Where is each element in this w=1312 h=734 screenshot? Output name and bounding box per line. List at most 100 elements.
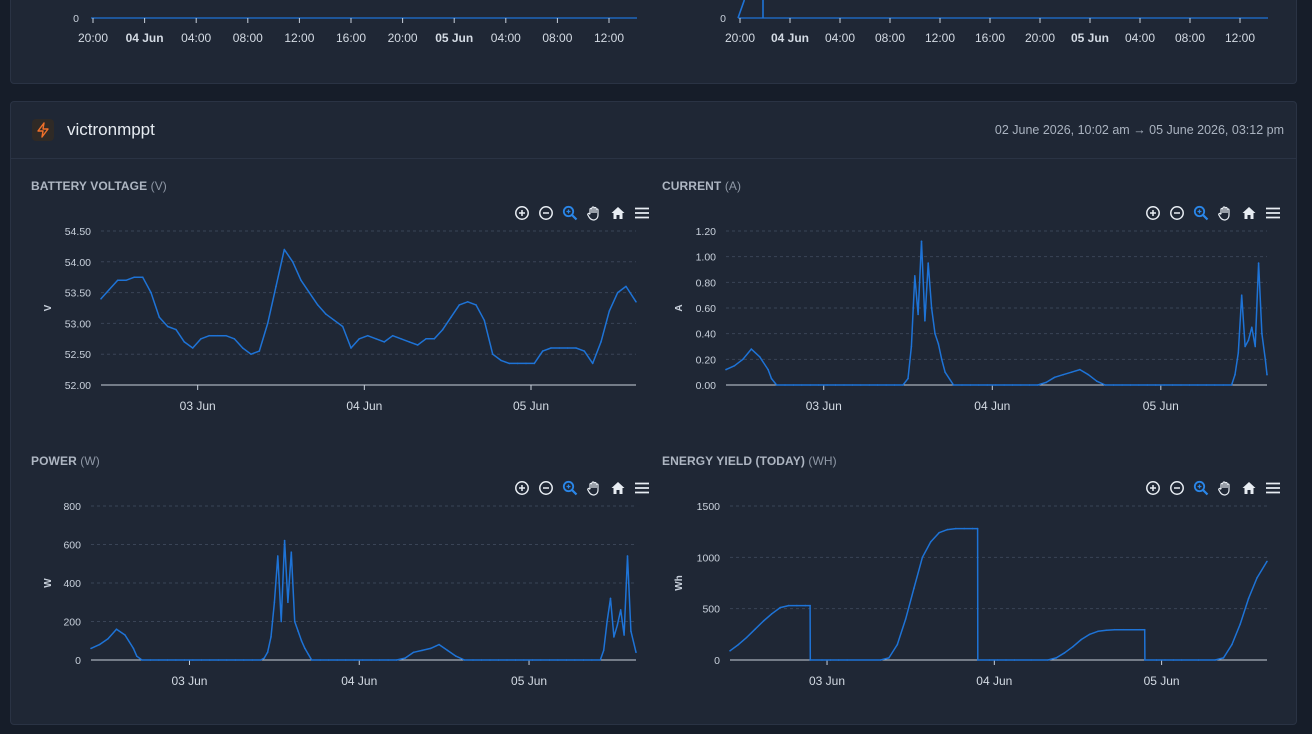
data-point <box>550 347 552 349</box>
zoom-in-icon[interactable] <box>1142 203 1164 223</box>
chart-title: ENERGY YIELD (TODAY) (WH) <box>662 454 837 468</box>
data-point <box>541 350 544 352</box>
y-tick-label: 1.00 <box>696 252 717 264</box>
data-point <box>1139 628 1141 631</box>
zoom-out-icon[interactable] <box>1166 203 1188 223</box>
menu-icon[interactable] <box>631 203 653 223</box>
data-point <box>200 338 202 340</box>
data-point <box>775 384 778 386</box>
data-point <box>441 328 444 331</box>
data-point <box>1088 633 1091 636</box>
data-point <box>940 358 943 361</box>
data-point <box>458 304 461 306</box>
reset-home-icon[interactable] <box>607 203 629 223</box>
data-point <box>1155 384 1157 386</box>
x-tick-label: 05 Jun <box>1143 399 1179 413</box>
data-point <box>124 634 126 636</box>
data-point <box>273 601 276 604</box>
y-axis-title: Wh <box>674 575 685 591</box>
x-tick-label: 05 Jun <box>1071 31 1109 45</box>
data-point <box>344 659 347 661</box>
data-point <box>516 362 519 365</box>
data-point <box>1121 384 1123 386</box>
data-point <box>233 338 236 340</box>
zoom-out-icon[interactable] <box>535 203 557 223</box>
x-tick-label: 04:00 <box>181 31 211 45</box>
data-point <box>609 597 612 600</box>
zoom-in-icon[interactable] <box>1142 478 1164 498</box>
x-tick-label: 12:00 <box>594 31 624 45</box>
x-tick-label: 20:00 <box>725 31 755 45</box>
power-plot[interactable]: 0 200 400 600 800 W 03 Jun 04 Jun 05 Jun <box>31 454 641 694</box>
menu-icon[interactable] <box>631 478 653 498</box>
zoom-in-icon[interactable] <box>511 203 533 223</box>
y-tick-label: 1000 <box>697 552 721 564</box>
data-point <box>400 338 402 340</box>
menu-icon[interactable] <box>1262 203 1284 223</box>
y-axis-title: V <box>43 304 54 311</box>
data-point <box>107 638 109 640</box>
zoom-out-icon[interactable] <box>1166 478 1188 498</box>
data-point <box>1214 659 1216 661</box>
data-point <box>978 384 980 386</box>
data-point <box>531 659 534 661</box>
y-tick-label: 0 <box>75 655 81 667</box>
x-tick-label: 04:00 <box>825 31 855 45</box>
selection-zoom-icon[interactable] <box>559 203 581 223</box>
data-point <box>438 643 440 646</box>
pan-hand-icon[interactable] <box>1214 478 1236 498</box>
data-point <box>600 341 602 343</box>
data-point <box>575 347 577 349</box>
data-point <box>921 556 924 559</box>
data-point <box>307 653 310 655</box>
data-point <box>192 659 194 661</box>
battery-voltage-plot[interactable]: 52.00 52.50 53.00 53.50 54.00 54.50 V 03 Jun 04 … <box>31 179 641 419</box>
selection-zoom-icon[interactable] <box>1190 203 1212 223</box>
data-point <box>100 298 102 300</box>
zoom-out-icon[interactable] <box>535 478 557 498</box>
data-point <box>986 384 988 386</box>
data-point <box>1214 384 1216 386</box>
data-point <box>251 659 254 661</box>
data-point <box>175 328 177 331</box>
selection-zoom-icon[interactable] <box>1190 478 1212 498</box>
pan-hand-icon[interactable] <box>1214 203 1236 223</box>
data-point <box>291 261 294 263</box>
chart-toolbar <box>511 478 653 498</box>
pan-hand-icon[interactable] <box>583 478 605 498</box>
data-point <box>1143 628 1146 631</box>
data-point <box>217 659 220 661</box>
reset-home-icon[interactable] <box>607 478 629 498</box>
data-point <box>421 649 423 652</box>
reset-home-icon[interactable] <box>1238 478 1260 498</box>
current-plot[interactable]: 0.00 0.20 0.40 0.60 0.80 1.00 1.20 A 03 Jun 04 Ju… <box>662 179 1272 419</box>
menu-icon[interactable] <box>1262 478 1284 498</box>
data-point <box>888 657 890 659</box>
data-point <box>1257 262 1260 264</box>
energy-yield-plot[interactable]: 0 500 1000 1500 Wh 03 Jun 04 Jun 05 Jun <box>662 454 1272 694</box>
reset-home-icon[interactable] <box>1238 203 1260 223</box>
data-point <box>200 659 203 661</box>
x-tick-label: 08:00 <box>542 31 572 45</box>
series-line <box>729 527 1268 661</box>
pan-hand-icon[interactable] <box>583 203 605 223</box>
zoom-in-icon[interactable] <box>511 478 533 498</box>
data-point <box>283 248 286 251</box>
x-tick-label: 04:00 <box>491 31 521 45</box>
data-point <box>599 659 602 661</box>
data-point <box>574 659 576 661</box>
data-point <box>283 539 286 542</box>
data-point <box>175 659 177 661</box>
data-point <box>557 659 559 661</box>
selection-zoom-icon[interactable] <box>559 478 581 498</box>
data-point <box>132 647 135 650</box>
chart-current: CURRENT (A) 0.00 0.20 0.40 0.60 0.80 1.00 1.20… <box>662 179 1280 419</box>
data-point <box>938 531 940 534</box>
data-point <box>149 659 152 661</box>
data-point <box>804 604 807 607</box>
data-point <box>809 659 812 661</box>
data-point <box>994 384 997 386</box>
data-point <box>784 384 786 386</box>
data-point <box>616 291 619 294</box>
data-point <box>300 279 302 282</box>
